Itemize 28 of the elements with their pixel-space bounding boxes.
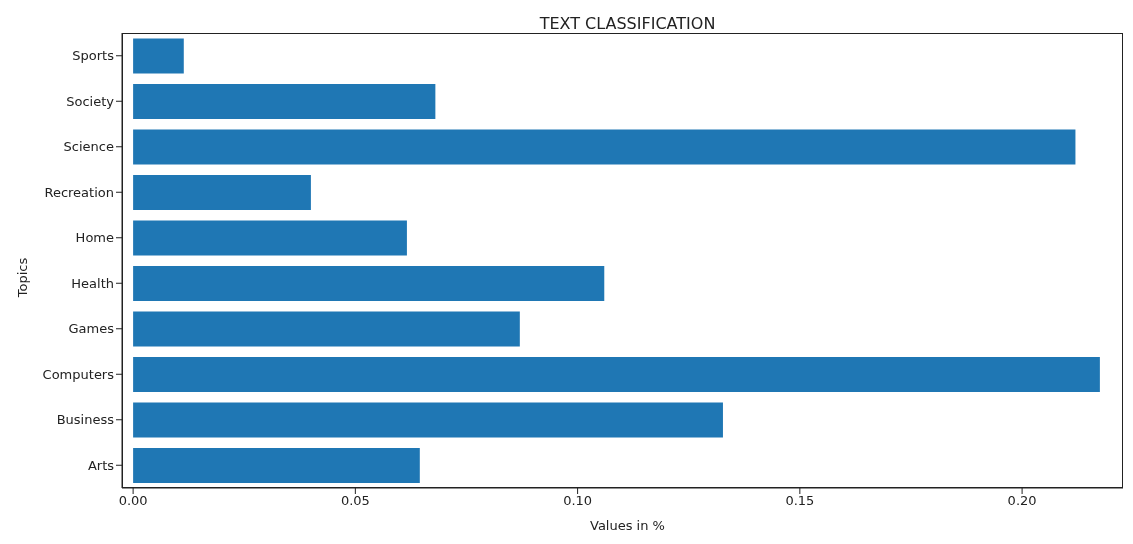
y-axis-title: Topics	[14, 257, 30, 298]
y-tick-label: Health	[71, 275, 114, 291]
bar	[133, 129, 1076, 165]
x-axis-title: Values in %	[589, 518, 666, 533]
bar	[133, 265, 605, 301]
y-tick-label: Games	[68, 321, 115, 337]
bar	[133, 356, 1100, 392]
x-tick-label: 0.05	[340, 493, 370, 509]
y-tick-label: Society	[66, 93, 115, 109]
x-tick-label: 0.10	[563, 493, 593, 509]
bar	[133, 83, 436, 119]
x-tick-label: 0.00	[118, 493, 148, 509]
y-tick-label: Sports	[72, 48, 115, 64]
chart-title: TEXT CLASSIFICATION	[538, 14, 717, 33]
y-tick-label: Computers	[42, 366, 115, 382]
y-tick-label: Home	[75, 230, 114, 246]
y-tick-label: Arts	[87, 457, 115, 473]
bar	[133, 174, 311, 210]
y-tick-label: Recreation	[44, 184, 114, 200]
y-tick-label: Business	[56, 412, 115, 428]
bar	[133, 311, 520, 347]
bar	[133, 447, 420, 483]
bar	[133, 38, 184, 74]
x-tick-label: 0.15	[785, 493, 815, 509]
bar	[133, 402, 723, 438]
y-tick-label: Science	[63, 139, 114, 155]
x-tick-label: 0.20	[1007, 493, 1037, 509]
bar	[133, 220, 407, 256]
